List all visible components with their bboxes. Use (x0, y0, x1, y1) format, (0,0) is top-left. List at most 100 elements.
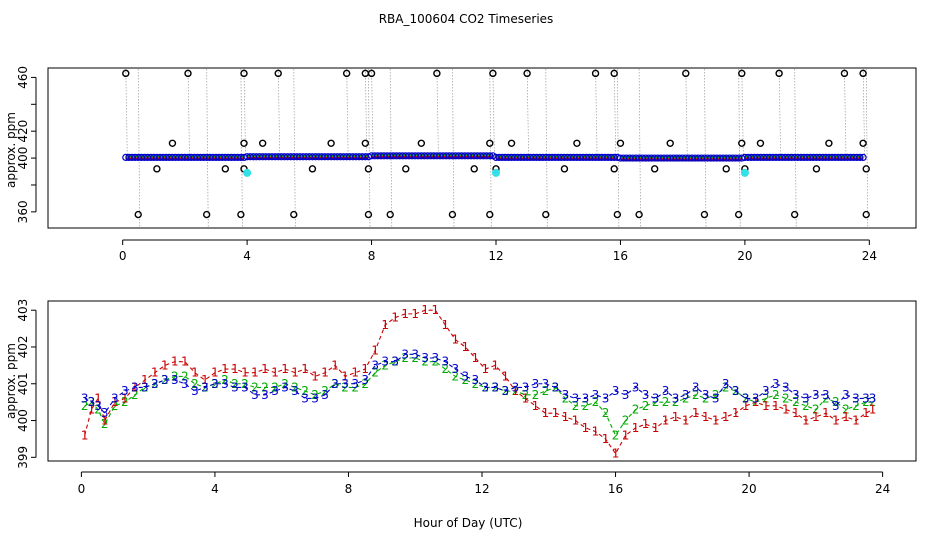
series-3-point-label: 3 (612, 384, 620, 398)
top-mid-high-point (573, 139, 581, 147)
top-spike-guide-line (595, 68, 598, 159)
series-1-point-label: 1 (482, 362, 490, 376)
bottom-panel-ylabel: approx. ppm (4, 343, 18, 419)
top-spike-guide-line (243, 68, 246, 159)
top-low-spike-point (290, 210, 298, 219)
series-3-point-label: 3 (642, 388, 650, 402)
series-3-point-label: 3 (842, 388, 850, 402)
top-low-spike-point (386, 210, 394, 219)
series-2-point-label: 2 (762, 391, 770, 405)
series-3-point-label: 3 (131, 380, 139, 394)
top-spike-guide-line (685, 68, 688, 159)
top-panel: 0 4 8 12 16 20 24 360 400 420 460 approx. ppm (4, 66, 917, 263)
top-baseline-point (486, 152, 494, 160)
top-mid-high-point (756, 139, 765, 147)
series-2-point-label: 2 (241, 377, 249, 391)
series-3-point-label: 3 (602, 391, 610, 405)
series-2-point-label: 2 (672, 395, 680, 409)
bottom-x-tick-label: 20 (741, 482, 756, 496)
bottom-x-tick-label: 0 (78, 482, 86, 496)
series-2-point-label: 2 (869, 395, 877, 409)
top-spike-guide-line (741, 68, 744, 159)
series-2-point-label: 2 (94, 403, 102, 417)
series-1-point-label: 1 (822, 406, 830, 420)
top-mid-high-point (825, 139, 833, 147)
series-3-point-label: 3 (391, 355, 399, 369)
series-3-point-label: 3 (181, 377, 189, 391)
top-spike-guide-line (489, 68, 492, 228)
top-mid-high-point (507, 139, 516, 147)
top-x-tick-label: 20 (737, 249, 752, 263)
series-1-point-label: 1 (351, 366, 359, 380)
series-1-point-label: 1 (341, 369, 349, 383)
series-2-point-label: 2 (301, 384, 309, 398)
top-low-spike-point (202, 210, 211, 219)
top-baseline-point (859, 153, 867, 162)
series-2-point-label: 2 (612, 428, 620, 442)
top-high-spike-point (184, 69, 192, 78)
series-3-point-label: 3 (869, 391, 877, 405)
series-1-point-label: 1 (772, 399, 780, 413)
series-3-point-label: 3 (632, 380, 640, 394)
series-1-point-label: 1 (662, 414, 670, 428)
series-2-point-label: 2 (371, 366, 379, 380)
series-3-point-label: 3 (552, 380, 560, 394)
series-3-point-label: 3 (512, 380, 520, 394)
series-1-point-label: 1 (622, 428, 630, 442)
x-axis-title: Hour of Day (UTC) (414, 516, 523, 530)
top-y-tick-label: 460 (16, 66, 30, 89)
series-1-point-label: 1 (732, 406, 740, 420)
top-mid-high-point (168, 139, 177, 147)
top-spike-guide-line (364, 68, 368, 159)
series-1-point-label: 1 (522, 391, 530, 405)
top-low-spike-point (790, 210, 799, 219)
series-2-point-label: 2 (391, 355, 399, 369)
series-2-point-label: 2 (261, 380, 269, 394)
series-1-point-label: 1 (602, 432, 610, 446)
series-2-point-label: 2 (522, 388, 530, 402)
bottom-y-tick-label: 403 (16, 299, 30, 322)
series-3-point-label: 3 (381, 355, 389, 369)
series-2-point-label: 2 (411, 351, 419, 365)
series-2-point-label: 2 (161, 373, 169, 387)
bottom-y-tick-label: 401 (16, 372, 30, 395)
top-low-spike-point (237, 210, 245, 219)
series-1-point-label: 1 (862, 406, 870, 420)
series-2-point-label: 2 (461, 373, 469, 387)
top-mid-high-point (240, 139, 248, 147)
top-low-spike-point (734, 210, 743, 219)
series-2-point-label: 2 (602, 406, 610, 420)
series-1-point-label: 1 (301, 362, 309, 376)
series-2-point-label: 2 (351, 380, 359, 394)
top-spike-guide-line (778, 68, 782, 159)
series-2-point-label: 2 (592, 395, 600, 409)
top-baseline-point (856, 153, 864, 162)
top-high-spike-point (342, 69, 351, 78)
top-high-spike-point (840, 69, 849, 78)
series-2-point-label: 2 (111, 399, 119, 413)
series-2-point-label: 2 (822, 391, 830, 405)
series-3-point-label: 3 (822, 388, 830, 402)
series-1-point-label: 1 (652, 421, 660, 435)
series-3-point-label: 3 (682, 388, 690, 402)
series-1-point-label: 1 (94, 391, 102, 405)
series-1-point-label: 1 (642, 417, 650, 431)
series-1-point-label: 1 (171, 355, 179, 369)
series-3-point-label: 3 (722, 377, 730, 391)
top-spike-guide-line (738, 68, 741, 228)
series-1-point-label: 1 (88, 403, 96, 417)
top-panel-ylabel: approx. ppm (4, 112, 18, 188)
series-1-point-label: 1 (291, 366, 299, 380)
series-1-point-label: 1 (582, 421, 590, 435)
top-mid-low-point (221, 165, 230, 173)
top-mid-low-point (470, 165, 478, 173)
series-2-point-label: 2 (782, 391, 790, 405)
bottom-x-tick-label: 4 (211, 482, 219, 496)
series-3-point-label: 3 (472, 373, 480, 387)
series-3-point-label: 3 (121, 384, 129, 398)
top-low-spike-point (134, 210, 142, 219)
series-1-point-label: 1 (311, 369, 319, 383)
series-2-point-label: 2 (632, 403, 640, 417)
